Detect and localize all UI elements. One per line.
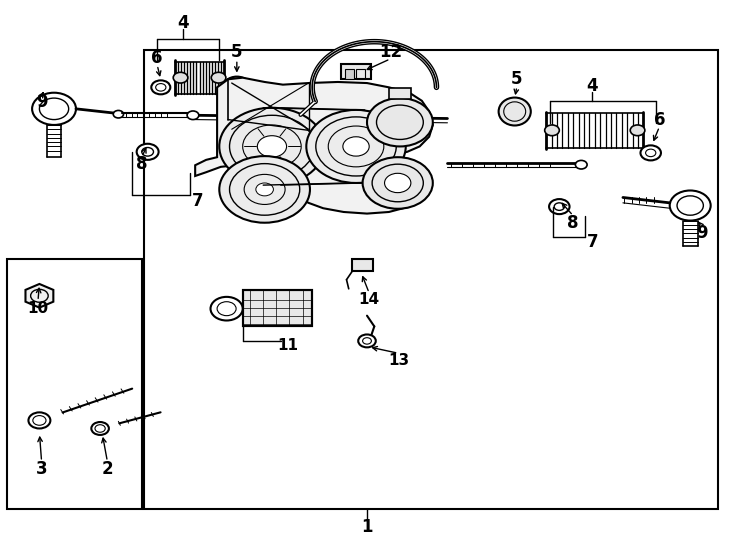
Circle shape (358, 334, 376, 347)
Circle shape (211, 72, 226, 83)
Circle shape (32, 93, 76, 125)
Circle shape (173, 72, 188, 83)
Bar (389, 89, 411, 99)
Circle shape (256, 183, 273, 196)
Text: 5: 5 (231, 43, 243, 62)
Text: 8: 8 (136, 155, 148, 173)
Circle shape (113, 111, 123, 118)
Text: 13: 13 (388, 353, 409, 368)
Text: 12: 12 (379, 43, 402, 62)
Circle shape (631, 125, 645, 136)
Text: 3: 3 (36, 460, 48, 478)
Circle shape (385, 173, 411, 193)
Polygon shape (26, 284, 54, 308)
Bar (352, 259, 373, 271)
Text: 6: 6 (654, 111, 665, 129)
Text: 7: 7 (192, 192, 203, 210)
Bar (341, 64, 371, 79)
Text: 5: 5 (511, 70, 523, 88)
Polygon shape (195, 78, 433, 214)
Circle shape (641, 145, 661, 160)
Text: 7: 7 (586, 233, 598, 251)
Text: 4: 4 (586, 77, 598, 94)
Text: 11: 11 (277, 338, 299, 353)
Bar (7, 259, 142, 509)
Circle shape (219, 156, 310, 222)
Circle shape (545, 125, 559, 136)
Ellipse shape (222, 77, 252, 104)
Circle shape (211, 297, 243, 321)
Text: 9: 9 (696, 225, 708, 242)
Text: 1: 1 (361, 518, 373, 536)
Text: 14: 14 (359, 292, 379, 307)
Bar (345, 69, 354, 79)
Circle shape (29, 413, 51, 428)
Circle shape (575, 160, 587, 169)
Bar (144, 50, 718, 509)
Bar (243, 290, 312, 326)
Text: 4: 4 (177, 14, 189, 32)
Text: 10: 10 (27, 301, 48, 316)
Bar (356, 69, 365, 79)
Circle shape (219, 108, 324, 185)
Text: 8: 8 (567, 214, 579, 232)
Circle shape (137, 144, 159, 160)
Circle shape (151, 80, 170, 94)
Circle shape (367, 98, 433, 146)
Circle shape (343, 137, 369, 156)
Text: 6: 6 (151, 49, 163, 67)
Bar (243, 290, 312, 326)
Circle shape (363, 157, 433, 209)
Ellipse shape (498, 98, 531, 125)
Circle shape (306, 110, 406, 183)
Circle shape (258, 136, 286, 157)
Text: 9: 9 (36, 93, 48, 111)
Circle shape (187, 111, 199, 119)
Circle shape (91, 422, 109, 435)
Circle shape (669, 191, 711, 220)
Circle shape (549, 199, 570, 214)
Text: 2: 2 (101, 460, 113, 478)
